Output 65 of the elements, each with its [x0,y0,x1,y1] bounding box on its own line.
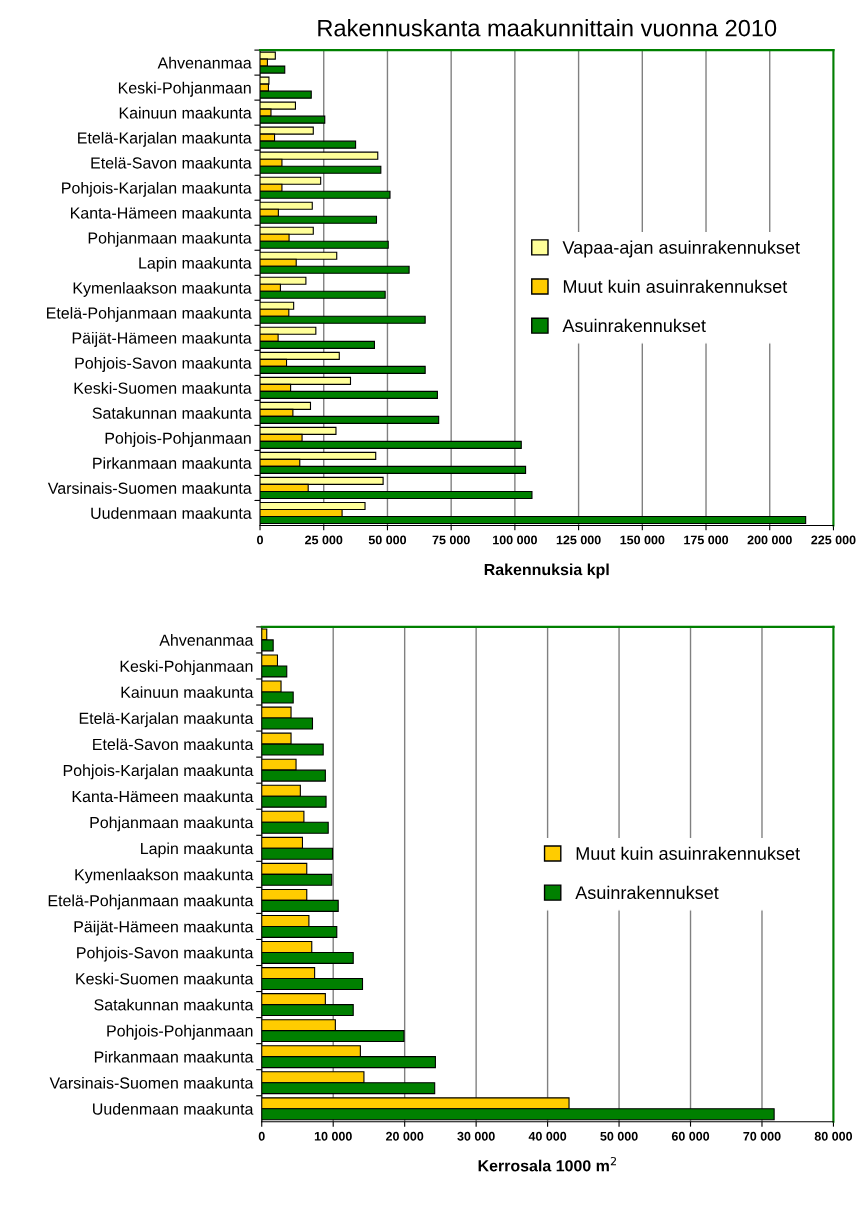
y-tick-label: Lapin maakunta [141,842,254,858]
x-axis-title: Rakennuksia kpl [484,563,609,579]
x-tick-label: 175 000 [684,535,729,545]
y-tick-label: Ahvenanmaa [159,634,254,646]
x-tick-label: 150 000 [620,535,665,545]
x-tick-label: 225 000 [811,535,856,545]
y-tick-label: Pohjanmaan maakunta [88,231,252,247]
x-tick-label: 50 000 [600,1131,638,1141]
x-axis-title: Kerrosala 1000 m$^{2}$ [478,1156,617,1172]
y-tick-label: Ahvenanmaa [157,56,252,69]
y-tick-label: Kanta-Hämeen maakunta [72,790,254,803]
y-tick-label: Etelä-Savon maakunta [93,738,254,751]
y-tick-label: Päijät-Hämeen maakunta [74,920,254,936]
legend-label: Muut kuin asuinrakennukset [563,279,788,293]
chart-title: Rakennuskanta maakunnittain vuonna 2010 [318,19,777,37]
y-tick-label: Pirkanmaan maakunta [94,1050,254,1063]
y-tick-label: Kainuun maakunta [119,106,252,119]
y-tick-label: Pirkanmaan maakunta [93,457,252,469]
x-tick-label: 50 000 [368,535,407,545]
x-tick-label: 40 000 [528,1131,567,1141]
y-tick-label: Varsinais-Suomen maakunta [49,1076,254,1089]
x-tick-label: 200 000 [747,535,792,545]
y-tick-label: Etelä-Pohjanmaan maakunta [48,894,254,910]
legend-label: Muut kuin asuinrakennukset [576,846,800,860]
y-tick-label: Satakunnan maakunta [92,407,252,419]
y-tick-label: Kainuun maakunta [121,686,254,698]
y-tick-label: Uudenmaan maakunta [91,507,252,519]
x-tick-label: 30 000 [457,1131,495,1141]
x-tick-label: 70 000 [743,1131,781,1141]
x-tick-label: 100 000 [493,535,537,545]
x-tick-label: 20 000 [385,1131,424,1141]
y-tick-label: Keski-Suomen maakunta [74,382,252,394]
x-tick-label: 0 [258,1131,265,1141]
y-tick-label: Pohjois-Savon maakunta [75,357,252,372]
legend-label: Asuinrakennukset [562,318,706,333]
x-tick-label: 0 [257,535,263,545]
y-tick-label: Keski-Pohjanmaan [120,660,253,676]
y-tick-label: Etelä-Pohjanmaan maakunta [47,307,252,322]
x-tick-label: 80 000 [814,1131,853,1141]
y-tick-label: Pohjois-Karjalan maakunta [63,764,254,780]
y-tick-label: Pohjois-Pohjanmaan [107,1024,253,1040]
x-tick-label: 25 000 [305,535,343,545]
y-tick-label: Etelä-Savon maakunta [91,156,252,169]
legend-label: Vapaa-ajan asuinrakennukset [562,240,800,258]
y-tick-label: Päijät-Hämeen maakunta [72,332,252,347]
y-tick-label: Uudenmaan maakunta [93,1102,254,1115]
y-tick-label: Lapin maakunta [139,256,252,272]
y-tick-label: Kymenlaakson maakunta [75,868,254,884]
y-tick-label: Kymenlaakson maakunta [73,281,252,297]
y-tick-label: Keski-Suomen maakunta [76,972,254,985]
legend-label: Asuinrakennukset [575,885,719,900]
y-tick-label: Kanta-Hämeen maakunta [71,206,252,219]
y-tick-label: Pohjois-Pohjanmaan [105,432,251,447]
y-tick-label: Pohjois-Savon maakunta [77,946,254,962]
y-tick-label: Pohjois-Karjalan maakunta [62,181,252,197]
x-tick-label: 75 000 [432,535,470,545]
y-tick-label: Keski-Pohjanmaan [118,81,251,97]
y-tick-label: Varsinais-Suomen maakunta [47,482,252,494]
x-tick-label: 125 000 [556,535,601,545]
y-tick-label: Pohjanmaan maakunta [90,816,254,832]
x-tick-label: 10 000 [314,1131,352,1141]
x-tick-label: 60 000 [671,1131,710,1141]
y-tick-label: Satakunnan maakunta [94,998,254,1011]
y-tick-label: Etelä-Karjalan maakunta [78,131,252,147]
y-tick-label: Etelä-Karjalan maakunta [79,712,254,728]
